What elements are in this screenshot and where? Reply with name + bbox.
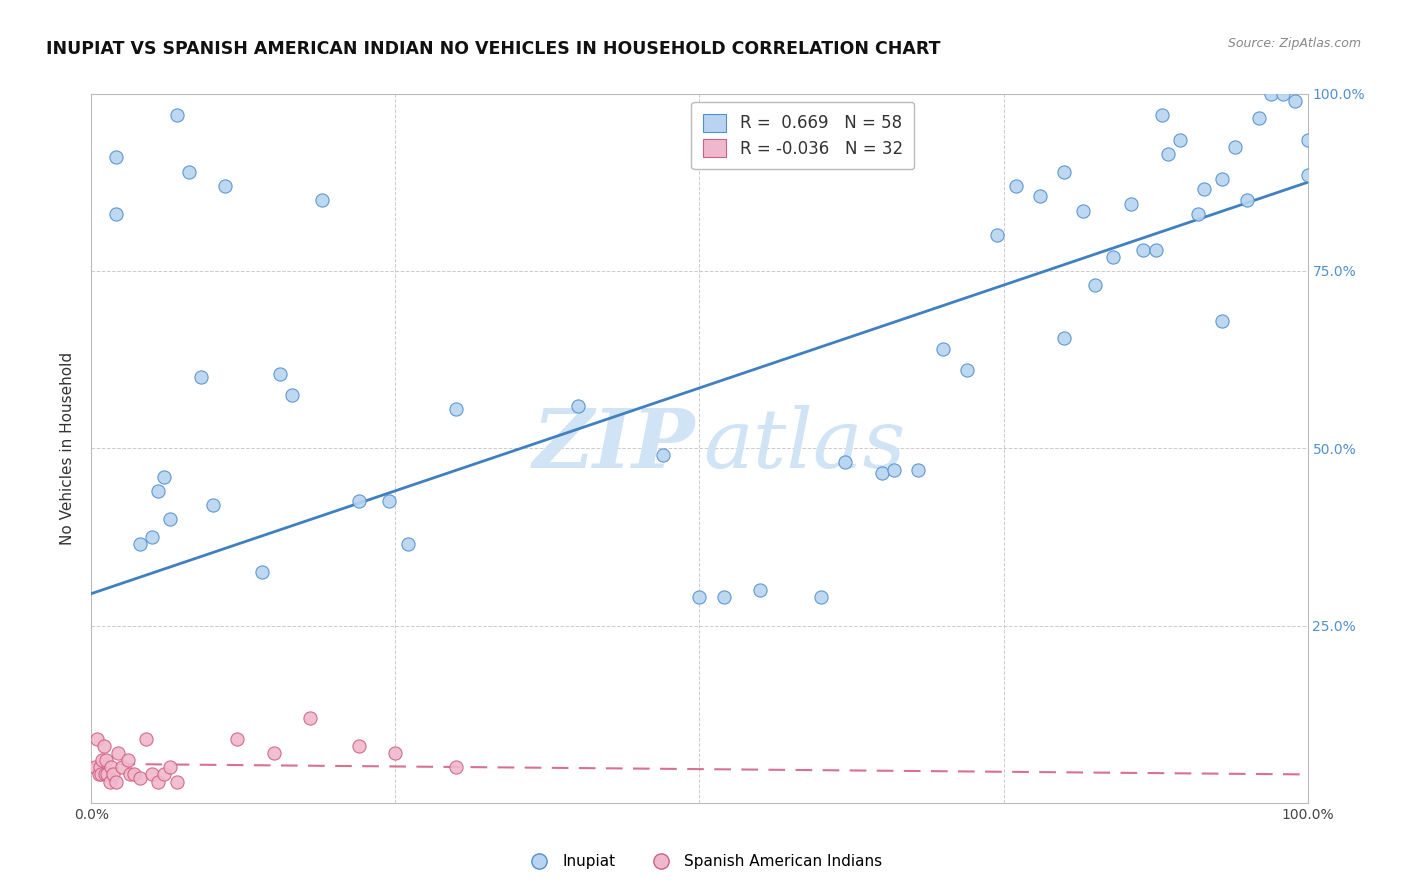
Point xyxy=(810,590,832,604)
Point xyxy=(1157,147,1180,161)
Point xyxy=(444,402,467,417)
Point xyxy=(104,774,127,789)
Point xyxy=(956,363,979,377)
Point xyxy=(347,739,370,753)
Point xyxy=(91,753,114,767)
Point xyxy=(1168,133,1191,147)
Point xyxy=(1071,203,1094,218)
Point xyxy=(567,399,589,413)
Point xyxy=(141,767,163,781)
Point xyxy=(129,771,152,785)
Point xyxy=(86,731,108,746)
Point xyxy=(1004,178,1026,193)
Point xyxy=(100,760,122,774)
Point xyxy=(870,466,893,480)
Point xyxy=(396,537,419,551)
Point xyxy=(202,498,225,512)
Point xyxy=(269,367,291,381)
Text: ZIP: ZIP xyxy=(533,405,696,484)
Point xyxy=(153,767,176,781)
Point xyxy=(87,767,110,781)
Point xyxy=(190,370,212,384)
Point xyxy=(96,767,118,781)
Point xyxy=(1296,168,1319,182)
Y-axis label: No Vehicles in Household: No Vehicles in Household xyxy=(60,351,76,545)
Point xyxy=(141,530,163,544)
Point xyxy=(1247,112,1270,126)
Point xyxy=(177,164,200,178)
Point xyxy=(117,753,139,767)
Point xyxy=(263,746,285,760)
Point xyxy=(1284,94,1306,108)
Point xyxy=(89,760,111,774)
Point xyxy=(94,767,117,781)
Point xyxy=(1187,207,1209,221)
Point xyxy=(907,462,929,476)
Point xyxy=(883,462,905,476)
Point xyxy=(1260,87,1282,101)
Point xyxy=(107,746,129,760)
Point xyxy=(166,774,188,789)
Point xyxy=(1053,164,1076,178)
Legend: Inupiat, Spanish American Indians: Inupiat, Spanish American Indians xyxy=(517,848,889,875)
Point xyxy=(135,731,157,746)
Point xyxy=(1192,182,1215,196)
Point xyxy=(1211,171,1233,186)
Point xyxy=(688,590,710,604)
Point xyxy=(103,767,125,781)
Point xyxy=(104,151,127,165)
Point xyxy=(159,512,181,526)
Point xyxy=(1121,196,1143,211)
Point xyxy=(1102,250,1125,264)
Point xyxy=(1150,108,1173,122)
Point xyxy=(384,746,406,760)
Point xyxy=(120,767,142,781)
Point xyxy=(153,469,176,483)
Point xyxy=(98,774,121,789)
Point xyxy=(713,590,735,604)
Point xyxy=(111,760,134,774)
Point xyxy=(159,760,181,774)
Point xyxy=(311,193,333,207)
Point xyxy=(1236,193,1258,207)
Point xyxy=(834,455,856,469)
Point xyxy=(129,537,152,551)
Point xyxy=(299,711,322,725)
Point xyxy=(1132,243,1154,257)
Text: INUPIAT VS SPANISH AMERICAN INDIAN NO VEHICLES IN HOUSEHOLD CORRELATION CHART: INUPIAT VS SPANISH AMERICAN INDIAN NO VE… xyxy=(46,40,941,58)
Point xyxy=(214,178,236,193)
Legend: R =  0.669   N = 58, R = -0.036   N = 32: R = 0.669 N = 58, R = -0.036 N = 32 xyxy=(692,102,914,169)
Point xyxy=(1296,133,1319,147)
Point xyxy=(1084,278,1107,293)
Point xyxy=(347,494,370,508)
Point xyxy=(444,760,467,774)
Point xyxy=(250,566,273,580)
Point xyxy=(226,731,249,746)
Text: atlas: atlas xyxy=(703,405,905,484)
Point xyxy=(749,583,772,598)
Point xyxy=(122,767,145,781)
Point xyxy=(1272,87,1295,101)
Point xyxy=(986,228,1008,243)
Point xyxy=(1029,189,1052,203)
Point xyxy=(1144,243,1167,257)
Point xyxy=(94,753,117,767)
Point xyxy=(148,483,170,498)
Point xyxy=(281,388,304,402)
Point xyxy=(104,207,127,221)
Point xyxy=(166,108,188,122)
Point xyxy=(84,760,107,774)
Point xyxy=(148,774,170,789)
Point xyxy=(652,448,675,462)
Point xyxy=(90,767,112,781)
Point xyxy=(1223,140,1246,154)
Point xyxy=(378,494,401,508)
Point xyxy=(1211,313,1233,327)
Text: Source: ZipAtlas.com: Source: ZipAtlas.com xyxy=(1227,37,1361,51)
Point xyxy=(1053,331,1076,345)
Point xyxy=(931,342,953,356)
Point xyxy=(93,739,115,753)
